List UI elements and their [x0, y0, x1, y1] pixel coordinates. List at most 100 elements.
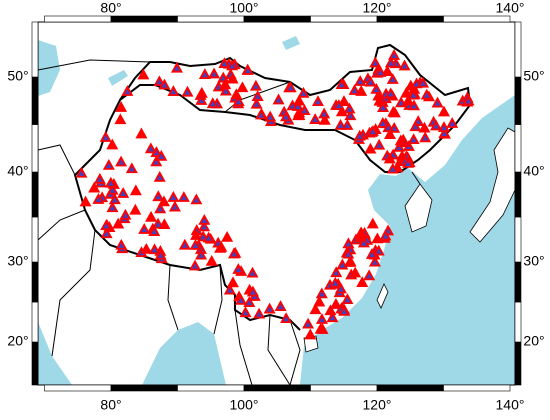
station-inner	[312, 117, 319, 123]
station	[371, 232, 384, 244]
station-inner	[283, 114, 290, 120]
station-inner	[357, 78, 364, 85]
station-inner	[345, 241, 352, 247]
station-inner	[157, 252, 164, 258]
station-inner	[366, 273, 373, 279]
station-inner	[103, 231, 110, 237]
station	[195, 86, 208, 98]
station	[140, 242, 153, 254]
station	[236, 81, 249, 93]
frame-bar	[31, 341, 39, 386]
station-inner	[294, 104, 301, 110]
frame-bar	[376, 15, 444, 23]
frame-bar	[31, 124, 39, 173]
border	[37, 209, 86, 241]
frame-bar	[31, 261, 39, 303]
station-inner	[369, 129, 376, 135]
station-inner	[170, 194, 177, 201]
station	[129, 203, 142, 215]
lon-label: 120°	[363, 0, 392, 16]
station-inner	[254, 94, 261, 100]
frame-bar	[31, 171, 39, 218]
station-inner	[465, 98, 472, 104]
lon-label: 80°	[100, 0, 121, 16]
station-inner	[192, 263, 199, 269]
frame-bar	[110, 384, 178, 392]
station-inner	[153, 159, 160, 165]
station-inner	[420, 80, 427, 86]
frame-bar	[243, 15, 311, 23]
station-inner	[318, 317, 325, 323]
lat-label: 20°	[7, 333, 28, 349]
station-inner	[332, 280, 339, 286]
lake	[282, 36, 300, 50]
station-inner	[118, 242, 125, 248]
station-inner	[410, 92, 417, 98]
station-inner	[356, 133, 363, 139]
station-inner	[238, 297, 245, 303]
frame-bar	[310, 384, 378, 392]
station-inner	[344, 122, 351, 129]
station	[115, 101, 128, 112]
station-inner	[201, 72, 208, 78]
station-inner	[156, 79, 163, 85]
station-inner	[253, 101, 260, 107]
frame-bar	[514, 261, 522, 303]
stations	[75, 49, 475, 340]
station	[88, 181, 101, 193]
station-inner	[339, 262, 346, 268]
station-inner	[347, 113, 354, 119]
station-inner	[412, 124, 419, 130]
lat-label: 30°	[7, 253, 28, 269]
station-inner	[102, 134, 109, 141]
station-inner	[373, 86, 380, 93]
station-inner	[433, 123, 440, 129]
station	[190, 229, 203, 240]
bay-of-bengal	[142, 322, 226, 385]
station-inner	[287, 85, 294, 91]
japan	[469, 127, 516, 243]
station	[205, 254, 218, 266]
station	[293, 109, 306, 121]
station-inner	[305, 321, 312, 327]
station-inner	[180, 194, 187, 201]
station	[313, 295, 326, 307]
station-inner	[157, 206, 164, 212]
station-inner	[200, 234, 207, 240]
station	[383, 128, 396, 139]
station	[79, 195, 92, 207]
station	[402, 94, 415, 106]
frame-bar	[514, 301, 522, 343]
station-inner	[405, 160, 412, 166]
station	[112, 217, 125, 229]
station-inner	[389, 166, 396, 172]
frame-bar	[310, 15, 378, 23]
station	[364, 142, 377, 154]
station	[221, 231, 234, 242]
station-inner	[251, 293, 258, 300]
border	[51, 229, 96, 357]
station-inner	[111, 197, 118, 203]
station-inner	[379, 120, 386, 127]
station-inner	[161, 82, 168, 88]
station-inner	[410, 137, 417, 143]
station-inner	[181, 242, 188, 248]
station-inner	[221, 61, 228, 67]
frame-bar	[31, 21, 39, 78]
lat-label: 30°	[523, 253, 544, 269]
station-inner	[235, 99, 242, 105]
frame-bar	[514, 216, 522, 263]
station	[329, 298, 342, 309]
islands	[303, 127, 516, 353]
lon-label: 140°	[496, 0, 525, 16]
station	[309, 303, 322, 315]
frame-bars	[31, 15, 522, 392]
station-inner	[120, 190, 127, 197]
station-inner	[155, 221, 162, 227]
station	[383, 152, 396, 164]
lon-label: 100°	[230, 397, 259, 413]
station-inner	[257, 112, 264, 118]
station-inner	[377, 70, 384, 76]
station-inner	[367, 79, 374, 85]
station	[219, 78, 232, 90]
